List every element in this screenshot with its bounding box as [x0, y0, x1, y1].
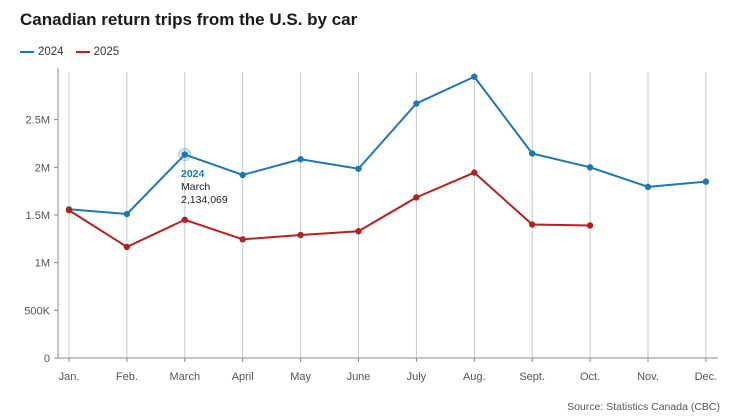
point-2024-7: [471, 73, 478, 80]
point-2024-2: [181, 151, 188, 158]
point-2025-6: [413, 194, 420, 201]
legend-label-2025: 2025: [93, 46, 120, 58]
point-2024-1: [123, 210, 131, 218]
point-2025-2: [181, 216, 188, 223]
chart-title: Canadian return trips from the U.S. by c…: [20, 10, 358, 29]
x-tick-label-0: Jan.: [59, 371, 80, 383]
point-2025-0: [65, 207, 73, 214]
x-tick-label-10: Nov.: [637, 371, 659, 383]
tooltip-series: 2024: [181, 168, 205, 180]
y-tick-label-5: 2.5M: [26, 115, 50, 127]
series-line-2024: [68, 75, 706, 216]
point-2025-4: [297, 231, 304, 239]
legend-swatch-2025: [75, 51, 90, 53]
tooltip-value: 2,134,069: [181, 194, 228, 206]
legend-item-2025[interactable]: 2025: [75, 46, 120, 58]
point-2025-7: [471, 169, 478, 176]
x-tick-label-11: Dec.: [695, 371, 718, 383]
x-tick-label-1: Feb.: [116, 371, 138, 383]
point-2025-3: [239, 236, 246, 243]
point-2024-8: [529, 150, 536, 157]
point-2025-9: [586, 222, 594, 229]
legend-swatch-2024: [20, 51, 34, 53]
point-2024-6: [413, 100, 420, 107]
hover-highlight: [178, 148, 192, 162]
y-tick-label-3: 1.5M: [26, 210, 50, 222]
legend: 2024 2025: [20, 46, 131, 58]
point-2025-8: [529, 221, 536, 228]
point-2025-5: [355, 228, 362, 235]
y-tick-label-4: 2M: [35, 162, 50, 174]
x-tick-label-7: Aug.: [463, 371, 486, 383]
point-2024-4: [297, 156, 304, 163]
source-note: Source: Statistics Canada (CBC): [567, 401, 720, 413]
x-tick-label-5: June: [347, 371, 371, 383]
point-2024-3: [239, 171, 246, 179]
x-tick-label-8: Sept.: [519, 371, 545, 383]
point-2024-9: [586, 164, 594, 171]
point-2024-11: [702, 178, 710, 185]
point-2025-1: [123, 243, 131, 251]
x-tick-label-6: July: [407, 371, 427, 383]
legend-label-2024: 2024: [38, 46, 64, 58]
point-2024-10: [644, 183, 652, 191]
x-tick-label-4: May: [290, 371, 311, 383]
tooltip: 2024 March 2,134,069: [181, 168, 228, 207]
x-tick-label-9: Oct.: [580, 371, 600, 383]
y-tick-label-1: 500K: [24, 305, 50, 317]
x-tick-label-2: March: [170, 371, 201, 383]
tooltip-month: March: [181, 181, 211, 193]
y-tick-label-2: 1M: [35, 258, 50, 270]
point-2024-5: [355, 165, 362, 172]
legend-item-2024[interactable]: 2024: [20, 46, 64, 58]
series-line-2025: [68, 171, 591, 248]
x-tick-label-3: April: [232, 371, 254, 383]
y-tick-label-0: 0: [44, 353, 50, 365]
